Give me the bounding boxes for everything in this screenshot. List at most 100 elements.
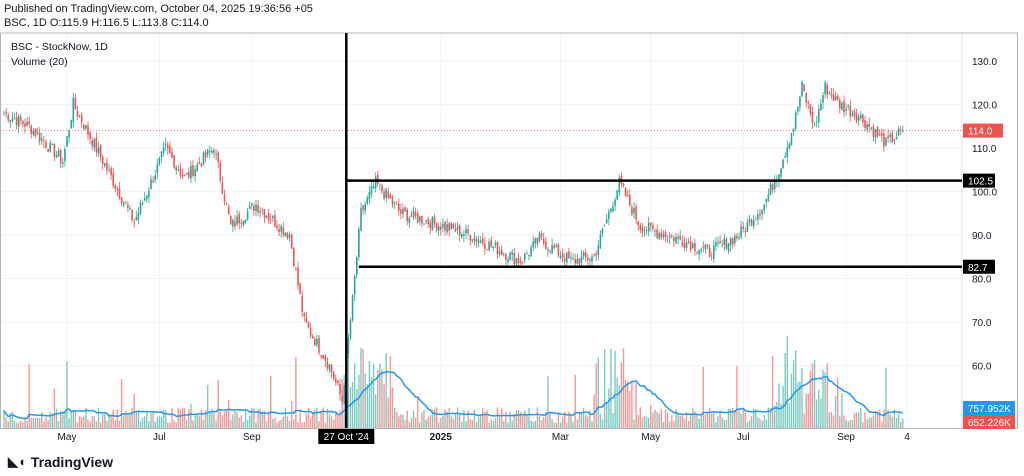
candle [322, 354, 324, 359]
candle [610, 207, 612, 213]
volume-bar [803, 413, 805, 428]
volume-bar [425, 419, 427, 428]
candle [284, 232, 287, 237]
candle [137, 207, 140, 224]
volume-bar [171, 407, 173, 428]
candle [488, 238, 490, 252]
candle [421, 215, 423, 228]
candle [593, 252, 595, 257]
volume-bar [45, 417, 47, 428]
candle [198, 156, 201, 165]
candle [763, 204, 765, 214]
volume-bar [326, 409, 329, 428]
candle [656, 224, 658, 240]
candle [696, 251, 698, 255]
candle [7, 112, 9, 123]
candle [362, 204, 364, 215]
candle [534, 237, 537, 249]
candle [461, 232, 463, 239]
candle [387, 187, 390, 199]
candle [45, 139, 47, 149]
candle [467, 224, 469, 236]
candle [818, 105, 820, 128]
volume-bar [572, 421, 574, 428]
date-tag-text: 27 Oct '24 [324, 432, 370, 443]
volume-bar [57, 420, 60, 428]
price-tick-label: 70.0 [972, 318, 992, 329]
candle [721, 239, 723, 248]
candle [404, 205, 406, 212]
candle [622, 182, 625, 188]
candle [828, 91, 831, 95]
volume-bar [200, 410, 203, 428]
volume-bar [335, 413, 337, 428]
candle [379, 183, 381, 191]
volume-bar [41, 412, 43, 428]
candle [870, 126, 873, 131]
candle [524, 252, 526, 264]
candle [807, 100, 810, 110]
volume-bar [461, 421, 463, 428]
candle [637, 221, 639, 232]
volume-bar [883, 408, 885, 428]
volume-bar [257, 408, 259, 428]
time-tick-label: May [641, 432, 660, 443]
candle [318, 334, 320, 356]
volume-bar [587, 416, 589, 428]
level-price-tag-text: 102.5 [968, 177, 993, 188]
volume-bar [160, 417, 163, 428]
candle [494, 240, 497, 248]
volume-bar [637, 415, 639, 428]
volume-bar [354, 363, 356, 428]
chart-legend-title: BSC - StockNow, 1D [11, 41, 108, 53]
volume-bar [694, 411, 696, 428]
candle [572, 253, 574, 261]
volume-bar [228, 399, 230, 428]
candle [444, 220, 446, 236]
candle [891, 130, 894, 143]
volume-bar [370, 376, 373, 428]
volume-bar [477, 416, 480, 428]
candle [557, 242, 560, 258]
candle [311, 334, 314, 339]
candle [830, 88, 833, 99]
tradingview-logo[interactable]: ◣◖ TradingView [8, 454, 114, 470]
volume-bar [400, 414, 402, 428]
volume-bar [633, 419, 635, 428]
volume-bar [818, 389, 820, 428]
candle [169, 141, 171, 154]
candle [257, 199, 259, 216]
volume-bar [28, 364, 30, 428]
candle [358, 226, 360, 261]
volume-bar [83, 416, 85, 428]
candle [559, 250, 562, 260]
candle [431, 216, 434, 231]
volume-bar [194, 415, 196, 428]
candle [755, 216, 757, 221]
volume-bar [681, 414, 683, 428]
candle [538, 231, 541, 243]
candle [851, 110, 854, 118]
candle [635, 203, 637, 224]
candle [731, 237, 734, 249]
volume-bar [112, 409, 114, 428]
volume-bar [11, 411, 14, 428]
candle [809, 104, 812, 117]
volume-bar [666, 412, 669, 428]
volume-bar [805, 393, 807, 428]
volume-bar [320, 410, 322, 428]
volume-bar [72, 410, 74, 428]
volume-bar [868, 417, 870, 428]
candle [133, 218, 135, 228]
volume-bar [93, 416, 95, 428]
candle [78, 114, 81, 118]
candle [713, 239, 715, 263]
candle [469, 234, 471, 246]
candle [242, 220, 245, 227]
candle [482, 232, 484, 247]
candle [76, 105, 79, 121]
volume-bar [446, 411, 448, 428]
volume-bar [393, 407, 396, 428]
volume-bar [727, 408, 730, 428]
